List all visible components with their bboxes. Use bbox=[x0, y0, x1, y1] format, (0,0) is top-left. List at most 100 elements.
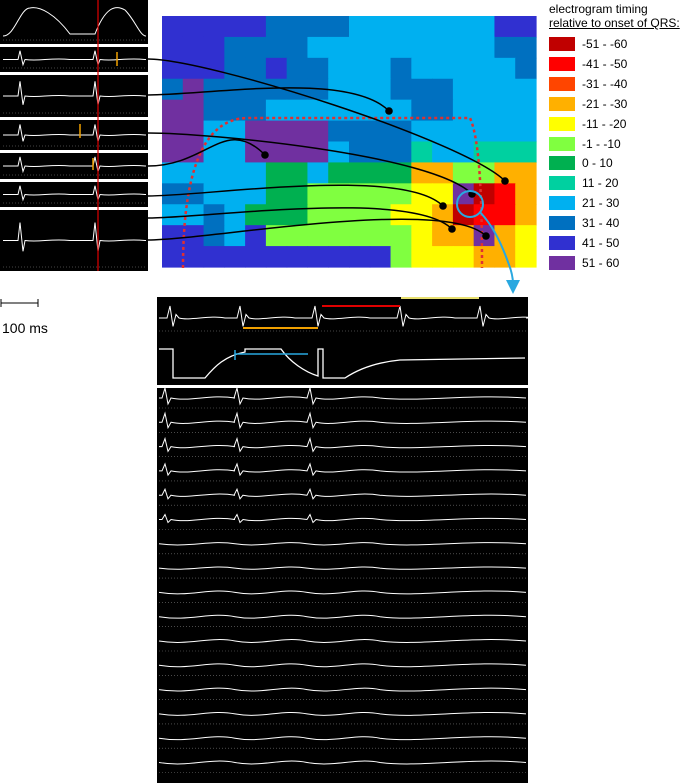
map-cell bbox=[494, 16, 516, 38]
map-cell bbox=[307, 120, 329, 143]
connector-line bbox=[147, 138, 266, 167]
map-cell bbox=[411, 120, 433, 143]
map-cell bbox=[515, 99, 537, 122]
map-cell bbox=[452, 99, 475, 122]
map-cell bbox=[328, 246, 350, 268]
map-cell bbox=[224, 183, 246, 205]
map-cell bbox=[265, 36, 288, 59]
map-cell bbox=[245, 141, 267, 164]
scale-bar bbox=[0, 299, 39, 307]
map-cell bbox=[245, 120, 267, 143]
map-cell bbox=[390, 57, 412, 80]
map-cell bbox=[245, 99, 267, 122]
scale-label: 100 ms bbox=[2, 320, 48, 336]
channel-trace-10 bbox=[158, 614, 527, 619]
map-cell bbox=[224, 225, 246, 247]
recording-top-panel bbox=[157, 297, 528, 385]
map-cell bbox=[286, 183, 309, 205]
map-cell bbox=[286, 204, 309, 226]
map-cell bbox=[515, 16, 537, 38]
legend-swatch bbox=[549, 37, 575, 51]
connector-line bbox=[147, 218, 487, 241]
map-cell bbox=[203, 16, 225, 38]
map-cell bbox=[473, 78, 496, 101]
map-cell bbox=[369, 36, 392, 59]
legend-label: -1 - -10 bbox=[582, 136, 621, 151]
map-cell bbox=[328, 162, 350, 184]
map-cell bbox=[245, 162, 267, 184]
legend-label: -41 - -50 bbox=[582, 56, 628, 71]
map-cell bbox=[224, 120, 246, 143]
callout-circle bbox=[456, 190, 484, 218]
map-cell bbox=[265, 99, 288, 122]
map-cell bbox=[245, 183, 267, 205]
connector-line bbox=[147, 132, 473, 195]
map-cell bbox=[369, 16, 392, 38]
map-cell bbox=[349, 16, 371, 38]
map-cell bbox=[349, 57, 371, 80]
legend-label: 21 - 30 bbox=[582, 196, 620, 211]
channel-trace-5 bbox=[159, 487, 527, 500]
map-cell bbox=[286, 57, 309, 80]
map-cell bbox=[515, 78, 537, 101]
map-cell bbox=[162, 183, 184, 205]
map-cell bbox=[328, 78, 350, 101]
map-cell bbox=[494, 99, 516, 122]
map-cell bbox=[162, 99, 184, 122]
legend-swatch bbox=[549, 136, 575, 151]
map-cell bbox=[307, 36, 329, 59]
map-cell bbox=[369, 57, 392, 80]
map-cell bbox=[411, 141, 433, 164]
map-cell bbox=[182, 57, 205, 80]
map-cell bbox=[203, 120, 225, 143]
map-cell bbox=[515, 204, 537, 226]
map-cell bbox=[182, 16, 205, 38]
map-cell bbox=[245, 204, 267, 226]
map-cell bbox=[515, 225, 537, 247]
map-cell bbox=[265, 78, 288, 101]
connector-dot bbox=[439, 202, 447, 210]
legend-swatch bbox=[549, 96, 575, 111]
map-cell bbox=[307, 57, 329, 80]
legend-label: 51 - 60 bbox=[582, 255, 620, 270]
map-cell bbox=[349, 120, 371, 143]
electrogram-trace bbox=[3, 185, 146, 202]
map-cell bbox=[473, 183, 496, 205]
map-cell bbox=[411, 78, 433, 101]
electrogram-trace bbox=[3, 222, 146, 252]
map-cell bbox=[411, 57, 433, 80]
channel-trace-15 bbox=[158, 736, 527, 741]
legend-swatch bbox=[549, 116, 575, 131]
map-cell bbox=[452, 36, 475, 59]
map-cell bbox=[265, 225, 288, 247]
map-cell bbox=[515, 36, 537, 59]
map-cell bbox=[162, 78, 184, 101]
map-cell bbox=[390, 120, 412, 143]
map-cell bbox=[369, 204, 392, 226]
legend-swatch bbox=[549, 176, 575, 191]
map-cell bbox=[369, 141, 392, 164]
map-cell bbox=[369, 183, 392, 205]
electrogram-trace bbox=[3, 124, 146, 142]
map-cell bbox=[432, 16, 454, 38]
map-cell bbox=[203, 78, 225, 101]
legend-swatch bbox=[549, 76, 575, 91]
map-cell bbox=[328, 225, 350, 247]
connector-dot bbox=[501, 177, 509, 185]
map-cell bbox=[182, 120, 205, 143]
map-cell bbox=[452, 57, 475, 80]
infarct-border-outline bbox=[181, 116, 484, 269]
map-cell bbox=[328, 120, 350, 143]
map-cell bbox=[432, 183, 454, 205]
map-cell bbox=[452, 162, 475, 184]
map-cell bbox=[452, 16, 475, 38]
callout-arrowhead bbox=[506, 280, 520, 294]
electrogram-trace bbox=[3, 81, 146, 105]
map-cell bbox=[307, 183, 329, 205]
legend-label: -11 - -20 bbox=[582, 116, 627, 131]
map-cell bbox=[390, 183, 412, 205]
map-cell bbox=[432, 36, 454, 59]
map-cell bbox=[411, 36, 433, 59]
legend-label: 31 - 40 bbox=[582, 216, 620, 231]
map-cell bbox=[390, 16, 412, 38]
